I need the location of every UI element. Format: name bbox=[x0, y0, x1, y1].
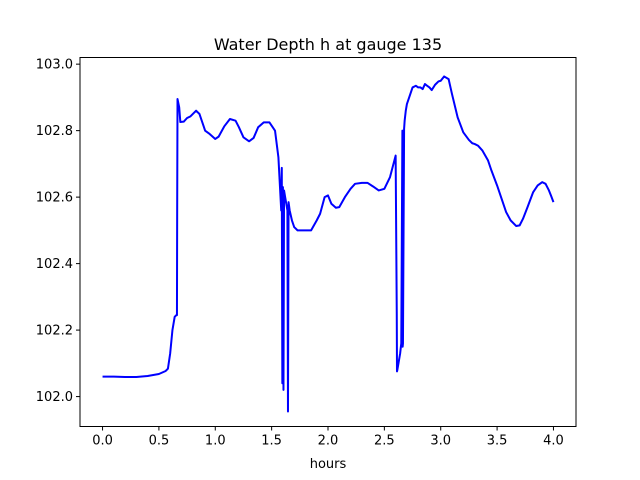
plot-area bbox=[79, 57, 577, 427]
x-axis: 0.0 0.5 1.0 1.5 2.0 2.5 3.0 3.5 4.0 bbox=[92, 426, 564, 449]
plot-frame bbox=[79, 57, 577, 427]
x-tick-label: 1.0 bbox=[205, 434, 226, 449]
x-tick-label: 2.0 bbox=[318, 434, 339, 449]
y-tick-label: 102.8 bbox=[36, 124, 73, 139]
y-tick-label: 102.2 bbox=[36, 324, 73, 339]
x-tick-label: 2.5 bbox=[374, 434, 395, 449]
data-line bbox=[102, 75, 555, 413]
y-axis: 102.0 102.2 102.4 102.6 102.8 103.0 bbox=[36, 58, 80, 405]
x-tick-label: 1.5 bbox=[261, 434, 282, 449]
x-tick-label: 3.5 bbox=[487, 434, 508, 449]
chart-title: Water Depth h at gauge 135 bbox=[214, 35, 442, 54]
x-tick-label: 0.0 bbox=[92, 434, 113, 449]
y-tick-label: 102.4 bbox=[36, 257, 73, 272]
x-tick-label: 3.0 bbox=[430, 434, 451, 449]
x-tick-label: 0.5 bbox=[149, 434, 170, 449]
y-tick-label: 102.6 bbox=[36, 191, 73, 206]
y-tick-label: 103.0 bbox=[36, 58, 73, 73]
y-tick-label: 102.0 bbox=[36, 390, 73, 405]
x-axis-label: hours bbox=[310, 457, 347, 472]
x-tick-label: 4.0 bbox=[543, 434, 564, 449]
